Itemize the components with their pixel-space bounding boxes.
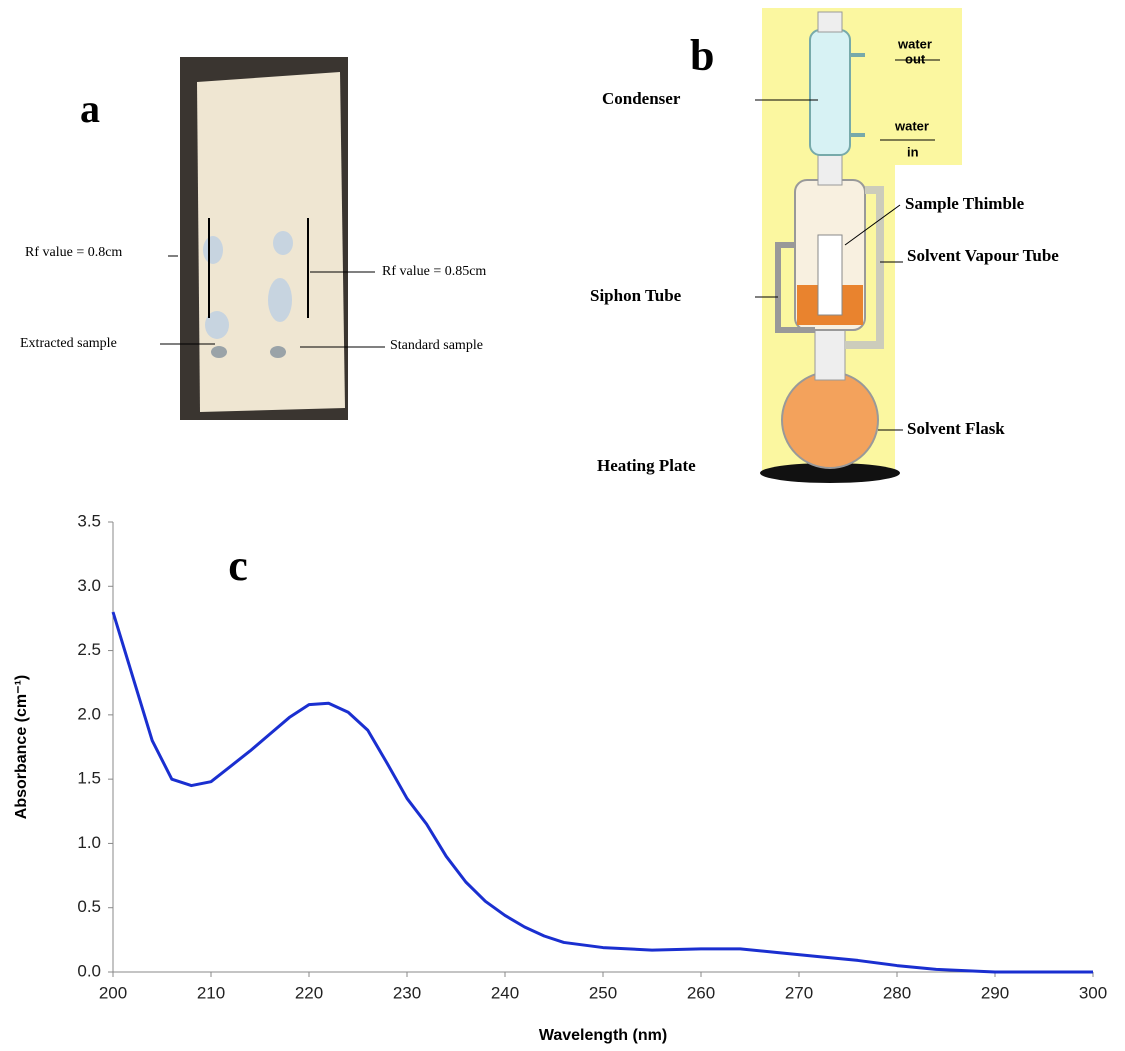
panel-b: b Condenser water out water in Sample Th…: [590, 8, 1059, 483]
x-tick-label: 270: [785, 983, 813, 1002]
x-tick-label: 300: [1079, 983, 1107, 1002]
spot: [273, 231, 293, 255]
x-tick-label: 230: [393, 983, 421, 1002]
annotation: water: [897, 36, 932, 51]
annotation: Rf value = 0.8cm: [25, 245, 122, 260]
spot: [270, 346, 286, 358]
annotation: out: [905, 51, 926, 66]
y-tick-label: 0.0: [77, 961, 101, 980]
line-series: [111, 611, 1093, 974]
x-tick-label: 280: [883, 983, 911, 1002]
flask: [781, 371, 879, 469]
annotation: Condenser: [602, 89, 681, 108]
x-tick-label: 220: [295, 983, 323, 1002]
neck: [814, 329, 846, 381]
chart: c Wavelength (nm) Absorbance (cm⁻¹) 0.0 0…: [13, 511, 1107, 1044]
leader: [844, 204, 901, 246]
annotation: Solvent Flask: [907, 419, 1005, 438]
x-tick-label: 290: [981, 983, 1009, 1002]
x-tick-label: 250: [589, 983, 617, 1002]
x-tick-label: 200: [99, 983, 127, 1002]
spot: [203, 236, 223, 264]
condenser: [809, 29, 851, 156]
panel-label: a: [80, 86, 100, 131]
thimble: [817, 234, 843, 316]
joint: [817, 154, 843, 186]
x-axis-title: Wavelength (nm): [539, 1027, 667, 1044]
y-tick-label: 1.0: [77, 833, 101, 852]
tlc-plate: [197, 72, 345, 412]
y-tick-label: 2.0: [77, 704, 101, 723]
y-tick-label: 1.5: [77, 769, 101, 788]
vapour-tube: [845, 186, 884, 349]
spot: [205, 311, 229, 339]
spot: [268, 278, 292, 322]
x-tick-label: 210: [197, 983, 225, 1002]
chart-title: c: [228, 541, 248, 590]
annotation: Standard sample: [390, 338, 483, 353]
y-tick-label: 0.5: [77, 897, 101, 916]
y-tick-label: 2.5: [77, 640, 101, 659]
annotation: Sample Thimble: [905, 194, 1025, 213]
annotation: Rf value = 0.85cm: [382, 264, 486, 279]
panel-a: a Rf value = 0.8cm Rf value = 0.85cm Ext…: [20, 57, 486, 420]
heating-plate: [760, 463, 900, 483]
panel-label: b: [690, 31, 714, 80]
annotation: Extracted sample: [20, 336, 117, 351]
annotation: Heating Plate: [597, 456, 696, 475]
annotation: water: [894, 118, 929, 133]
x-tick-label: 260: [687, 983, 715, 1002]
y-tick-label: 3.5: [77, 511, 101, 530]
x-tick-label: 240: [491, 983, 519, 1002]
annotation: in: [907, 144, 919, 159]
y-tick-label: 3.0: [77, 576, 101, 595]
annotation: Solvent Vapour Tube: [907, 246, 1059, 265]
spot: [211, 346, 227, 358]
stopper: [817, 11, 843, 33]
annotation: Siphon Tube: [590, 286, 682, 305]
y-axis-title: Absorbance (cm⁻¹): [13, 675, 30, 819]
siphon-tube: [775, 242, 815, 333]
